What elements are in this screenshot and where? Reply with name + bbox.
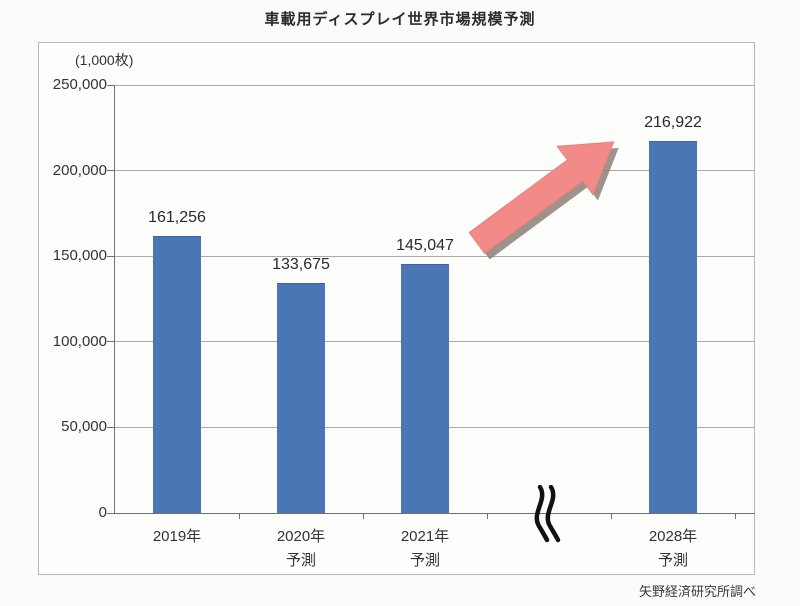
x-axis-tick <box>735 513 736 519</box>
y-axis-tick-label: 150,000 <box>52 247 107 265</box>
y-axis-tick <box>107 512 114 514</box>
x-axis-tick <box>487 513 488 519</box>
x-axis-category-sublabel: 予測 <box>285 552 316 569</box>
x-axis-category-label: 2021年 <box>400 528 450 545</box>
y-axis-tick <box>107 170 114 172</box>
chart-box: (1,000枚) 161,256 2019年 133,675 2020年予測 145,0… <box>38 42 755 575</box>
gridline <box>115 170 755 172</box>
growth-arrow-icon <box>468 141 619 260</box>
page-title: 車載用ディスプレイ世界市場規模予測 <box>264 11 536 28</box>
y-axis-tick <box>107 255 114 257</box>
source-label: 矢野経済研究所調べ <box>638 584 756 599</box>
gridline <box>115 84 755 86</box>
bar <box>277 283 325 513</box>
x-axis-category-sublabel: 予測 <box>657 552 688 569</box>
x-axis-category-label: 2019年 <box>152 528 202 545</box>
y-axis-tick-label: 100,000 <box>52 332 107 350</box>
x-axis-tick <box>239 513 240 519</box>
x-axis-tick <box>611 513 612 519</box>
axis-break-icon <box>534 485 561 543</box>
y-axis-tick-label: 0 <box>98 504 107 521</box>
plot-area: 161,256 2019年 133,675 2020年予測 145,047 2021年予測… <box>107 84 755 569</box>
bar <box>153 236 201 513</box>
gridline <box>115 255 755 257</box>
y-axis-tick <box>107 426 114 428</box>
y-axis-tick-label: 200,000 <box>52 161 107 179</box>
bar <box>401 264 449 513</box>
x-axis-category-sublabel: 予測 <box>409 552 440 569</box>
x-axis-tick <box>363 513 364 519</box>
x-axis-category-label: 2020年 <box>276 528 326 545</box>
y-axis-tick-label: 250,000 <box>52 76 107 93</box>
y-axis-unit-label: (1,000枚) <box>75 52 134 68</box>
bar-value-label: 145,047 <box>396 237 454 254</box>
bar-value-label: 161,256 <box>148 209 206 226</box>
y-axis-tick <box>107 341 114 343</box>
bar-value-label: 216,922 <box>644 114 702 131</box>
y-axis-tick <box>107 84 114 86</box>
bar <box>649 141 697 513</box>
x-axis-category-label: 2028年 <box>648 528 698 545</box>
bar-value-label: 133,675 <box>272 256 330 273</box>
y-axis-tick-label: 50,000 <box>61 418 107 436</box>
